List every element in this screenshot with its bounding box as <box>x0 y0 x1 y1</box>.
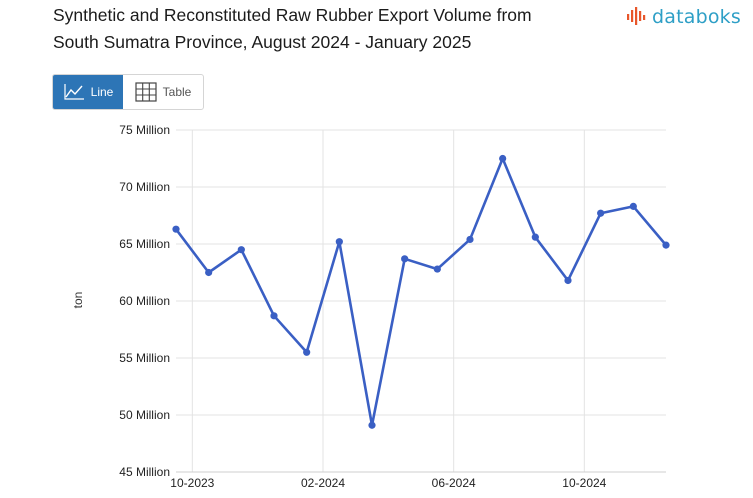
view-toggle: Line Table <box>52 74 204 110</box>
x-tick-label: 06-2024 <box>432 476 476 490</box>
table-grid-icon <box>135 82 157 102</box>
chart-title: Synthetic and Reconstituted Raw Rubber E… <box>53 2 593 56</box>
y-tick-label: 70 Million <box>119 180 170 194</box>
data-point <box>303 348 311 356</box>
data-point <box>205 268 213 277</box>
data-point <box>172 225 180 233</box>
data-point <box>466 235 474 244</box>
databoks-logo-icon <box>627 7 646 25</box>
chart-title-line-1: Synthetic and Reconstituted Raw Rubber E… <box>53 5 532 25</box>
x-tick-label: 02-2024 <box>301 476 345 490</box>
table-view-button[interactable]: Table <box>123 75 203 109</box>
table-view-label: Table <box>162 85 192 99</box>
databoks-logo[interactable]: databoks <box>626 4 741 30</box>
x-tick-label: 10-2023 <box>170 476 214 490</box>
data-point <box>597 209 605 217</box>
y-tick-label: 50 Million <box>119 408 170 422</box>
data-point <box>531 233 539 241</box>
line-view-label: Line <box>90 85 114 99</box>
data-point <box>237 246 245 254</box>
data-point <box>401 255 409 263</box>
data-point <box>629 202 637 210</box>
data-point <box>270 312 278 320</box>
y-tick-label: 55 Million <box>119 351 170 365</box>
data-point <box>335 238 343 246</box>
y-tick-label: 75 Million <box>119 123 170 137</box>
line-chart-icon <box>64 84 84 100</box>
y-tick-label: 65 Million <box>119 237 170 251</box>
series-line <box>174 157 667 427</box>
logo-text: databoks <box>652 6 741 28</box>
data-point <box>499 154 507 163</box>
y-tick-label: 45 Million <box>119 465 170 479</box>
data-point <box>662 241 670 249</box>
data-point <box>433 265 441 273</box>
line-view-button[interactable]: Line <box>53 75 123 109</box>
data-point <box>564 276 572 285</box>
x-tick-label: 10-2024 <box>562 476 606 490</box>
y-tick-label: 60 Million <box>119 294 170 308</box>
chart-title-line-2: South Sumatra Province, August 2024 - Ja… <box>53 32 472 52</box>
data-point <box>368 421 376 429</box>
